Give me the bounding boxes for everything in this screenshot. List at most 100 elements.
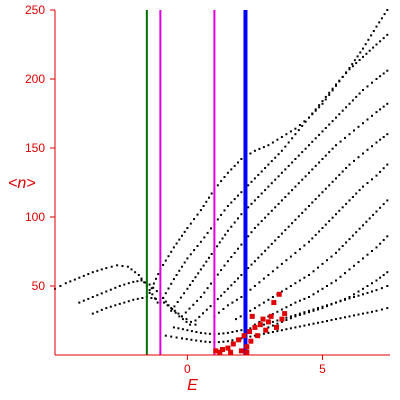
data-point: [264, 167, 267, 169]
data-point: [289, 317, 292, 320]
data-point: [91, 271, 94, 274]
data-point: [186, 227, 189, 229]
data-point: [172, 326, 175, 329]
data-point: [338, 173, 341, 176]
data-point: [321, 227, 324, 229]
data-point: [262, 146, 265, 149]
data-point: [235, 330, 238, 333]
data-point: [382, 37, 385, 40]
data-point: [308, 205, 310, 207]
data-point: [233, 164, 236, 167]
data-point: [202, 312, 204, 315]
data-point: [188, 307, 191, 310]
data-point: [362, 89, 364, 91]
data-point: [264, 249, 267, 252]
data-point: [110, 265, 113, 268]
data-point: [186, 257, 189, 260]
data-point: [339, 275, 342, 278]
data-point: [301, 211, 304, 214]
data-point: [82, 274, 85, 277]
data-point: [321, 158, 324, 160]
data-point: [237, 247, 239, 250]
data-point: [372, 46, 375, 49]
data-point: [267, 185, 270, 188]
data-point: [289, 315, 292, 318]
data-point: [249, 309, 252, 312]
data-point: [312, 270, 315, 273]
data-point: [249, 288, 252, 291]
data-point: [318, 194, 321, 197]
data-point: [143, 281, 146, 284]
data-point: [375, 210, 378, 213]
data-point: [144, 281, 147, 284]
data-point: [235, 298, 238, 301]
data-point: [289, 130, 292, 133]
data-point: [294, 127, 297, 130]
data-point: [280, 136, 283, 138]
data-point: [294, 185, 297, 188]
data-point: [311, 112, 314, 115]
data-point: [297, 154, 300, 157]
data-point: [386, 271, 389, 274]
data-point: [321, 287, 324, 290]
data-point: [379, 276, 382, 279]
data-point: [375, 279, 378, 282]
data-point: [339, 317, 342, 320]
data-point: [379, 170, 382, 173]
y-tick-label: 200: [25, 72, 45, 86]
data-point: [291, 222, 294, 225]
data-point: [378, 21, 381, 24]
data-point: [386, 102, 389, 105]
data-point: [318, 104, 321, 107]
data-point: [192, 303, 195, 306]
vertical-lines-layer: [145, 10, 248, 355]
data-point: [301, 124, 304, 127]
data-point: [348, 296, 351, 298]
data-point: [196, 245, 199, 247]
data-point: [366, 311, 369, 314]
data-point: [276, 266, 279, 269]
data-point: [199, 240, 202, 243]
data-point: [189, 283, 192, 286]
data-point: [230, 201, 233, 204]
data-point: [96, 310, 99, 313]
data-point: [217, 311, 220, 314]
data-point: [311, 140, 314, 143]
data-point: [294, 133, 297, 136]
data-point: [148, 283, 151, 286]
data-point: [285, 316, 288, 319]
data-point: [304, 147, 307, 150]
data-point: [324, 154, 327, 157]
data-point: [362, 312, 364, 315]
data-point: [355, 192, 358, 195]
data-point: [324, 98, 327, 101]
data-point: [177, 312, 180, 315]
data-point: [303, 244, 306, 247]
data-point: [151, 293, 154, 296]
data-point: [59, 285, 62, 287]
data-point: [267, 274, 270, 276]
data-point: [277, 175, 280, 178]
data-point: [375, 174, 378, 177]
data-point: [366, 182, 369, 184]
data-point: [358, 92, 361, 95]
data-point: [134, 271, 137, 274]
data-point: [191, 280, 194, 282]
data-point: [226, 331, 229, 334]
data-point: [231, 301, 234, 304]
data-point: [221, 237, 224, 240]
data-point: [173, 309, 176, 312]
data-point: [186, 329, 189, 332]
data-point: [271, 324, 274, 327]
data-point: [362, 47, 364, 50]
data-point: [386, 133, 389, 136]
data-point: [312, 309, 315, 312]
data-point: [253, 260, 256, 263]
data-point: [264, 216, 267, 219]
data-point: [132, 298, 135, 301]
data-point: [303, 312, 306, 315]
data-point: [351, 196, 354, 198]
y-tick-label: 250: [25, 3, 45, 17]
data-point: [353, 264, 355, 267]
data-point: [206, 287, 209, 290]
